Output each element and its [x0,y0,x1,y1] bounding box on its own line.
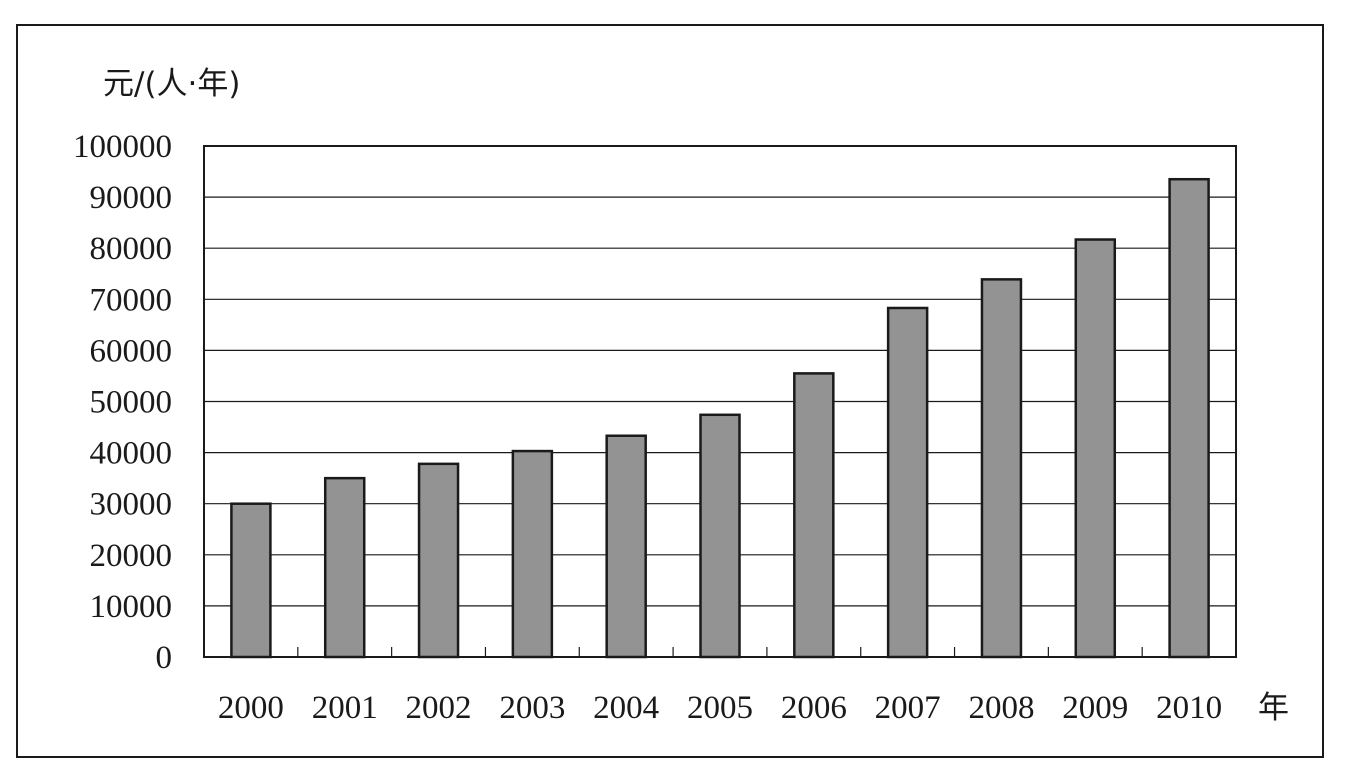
bar [417,462,460,659]
y-tick-label: 50000 [90,385,173,421]
bars [230,177,1210,659]
y-tick-label: 0 [156,640,173,676]
bar [793,372,835,659]
y-tick-label: 60000 [90,333,173,369]
bar [605,434,647,659]
bar [1168,177,1210,659]
y-tick-label: 90000 [90,180,173,216]
y-tick-labels: 0 10000 20000 30000 40000 50000 60000 70000 8000… [73,129,172,676]
y-axis-title: 元/(人·年) [103,66,241,102]
x-tick-label: 2005 [687,690,753,726]
plot-area [203,145,1237,658]
x-tick-label: 2009 [1062,690,1128,726]
x-tick-label: 2000 [218,690,284,726]
y-tick-label: 70000 [90,282,173,318]
bar [699,413,741,659]
x-tick-label: 2003 [499,690,565,726]
y-tick-label: 80000 [90,231,173,267]
x-tick-label: 2006 [781,690,847,726]
gridlines [204,196,1236,607]
y-tick-label: 30000 [90,487,173,523]
x-tick-label: 2010 [1156,690,1222,726]
bar [230,502,272,659]
x-tick-label: 2007 [875,690,941,726]
bar [886,306,929,659]
x-tick-label: 2004 [593,690,659,726]
bar [1074,238,1117,659]
bar [511,449,554,659]
y-tick-label: 10000 [90,589,173,625]
bar [980,278,1023,659]
x-tick-label: 2001 [312,690,378,726]
plot-border [203,145,1237,658]
bar [323,476,366,659]
y-tick-label: 20000 [90,538,173,574]
x-tick-labels: 2000 2001 2002 2003 2004 2005 2006 2007 2008 2009… [218,690,1222,726]
x-tick-label: 2002 [406,690,472,726]
y-tick-label: 100000 [73,129,172,165]
y-tick-label: 40000 [90,436,173,472]
x-tick-label: 2008 [968,690,1034,726]
x-axis-title: 年 [1258,690,1289,726]
